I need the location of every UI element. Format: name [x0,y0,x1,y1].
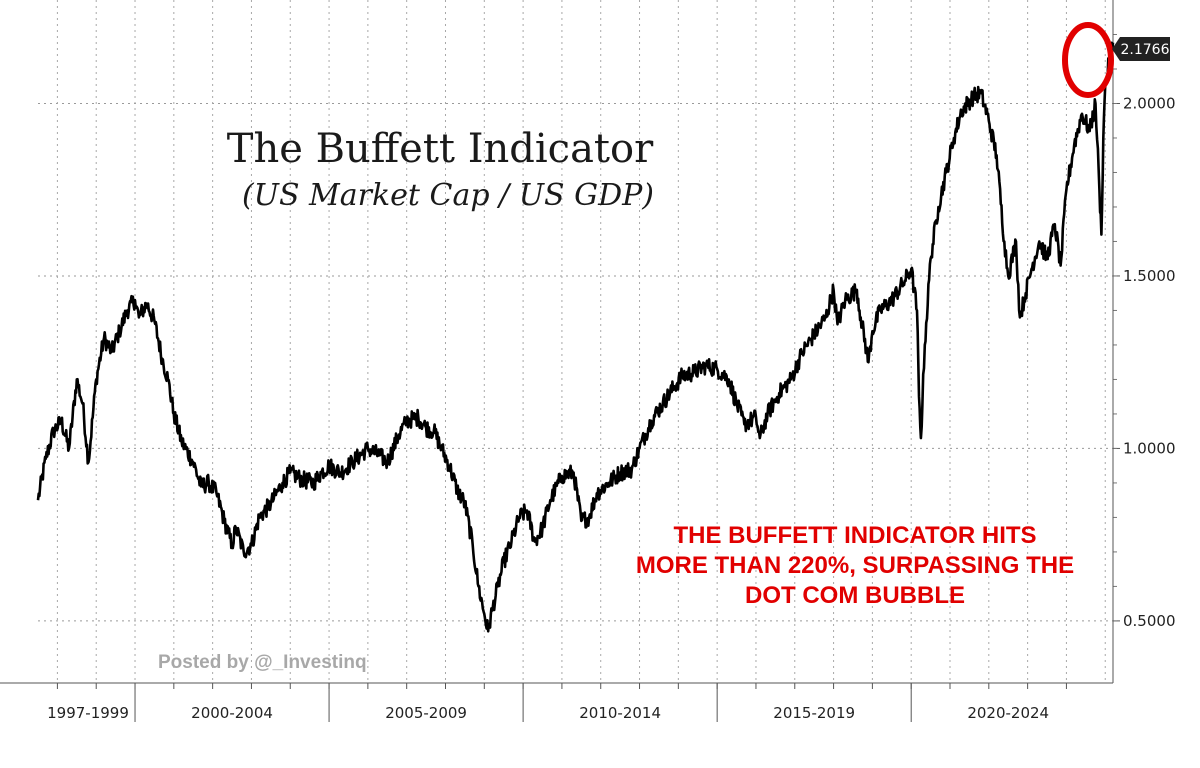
credit-watermark: Posted by @_Investinq [158,652,367,673]
y-tick-label: 2.0000 [1123,94,1176,112]
highlight-circle [1062,22,1114,98]
gridlines [38,0,1113,683]
chart-subtitle: (US Market Cap / US GDP) [242,178,654,213]
axes: 0.5000 1.0000 1.5000 2.0000 1997-1999 2000-20… [0,0,1176,722]
x-tick-label: 2010-2014 [579,704,661,722]
last-value-label: 2.1766 [1121,42,1170,58]
annotation-line-1: THE BUFFETT INDICATOR HITS [673,522,1036,549]
series-line [36,41,1115,633]
y-tick-label: 0.5000 [1123,612,1176,630]
x-tick-label: 2000-2004 [191,704,273,722]
last-value-pointer [1112,37,1170,61]
y-tick-label: 1.5000 [1123,267,1176,285]
series-layer [36,41,1115,633]
annotation-line-3: DOT COM BUBBLE [745,582,965,609]
last-value-badge: 2.1766 [1112,37,1170,61]
x-tick-label: 1997-1999 [47,704,129,722]
chart-title: The Buffett Indicator [227,126,654,172]
x-tick-label: 2005-2009 [385,704,467,722]
x-tick-label: 2015-2019 [773,704,855,722]
x-tick-label: 2020-2024 [967,704,1049,722]
annotation-line-2: MORE THAN 220%, SURPASSING THE [636,552,1074,579]
y-tick-label: 1.0000 [1123,439,1176,457]
